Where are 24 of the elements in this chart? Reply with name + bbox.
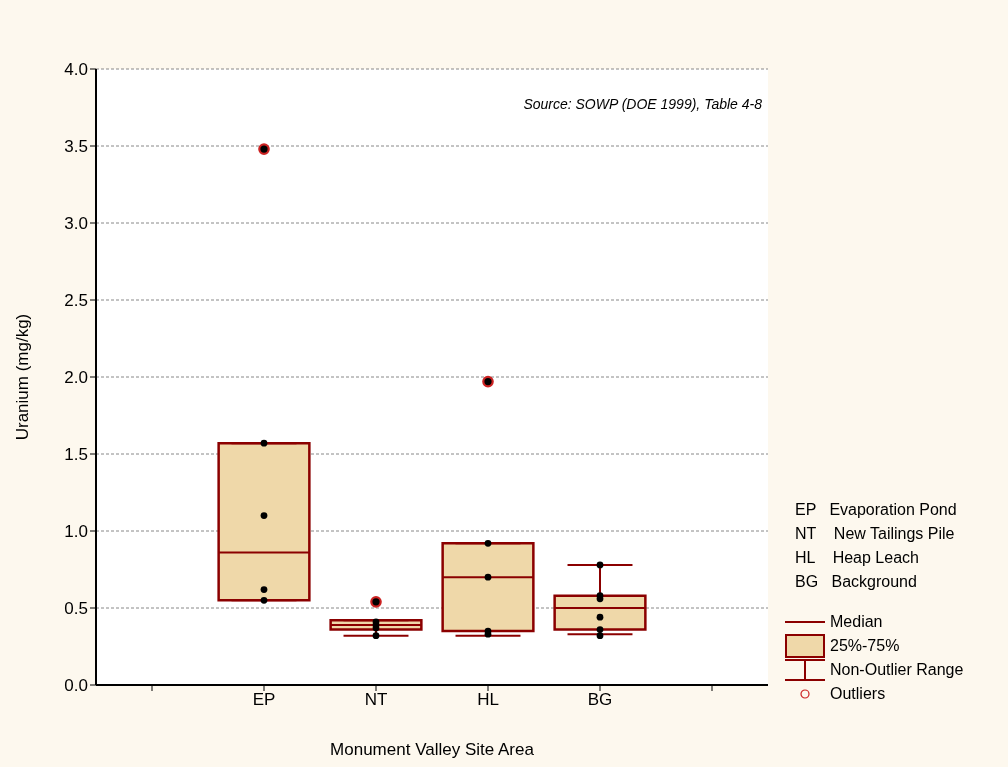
x-tick-label: NT (364, 690, 388, 710)
text: EP Evaporation Pond (794, 500, 958, 520)
x-tick-label: HL (477, 690, 499, 710)
y-tick-label: 3.0 (64, 214, 88, 234)
y-tick-label: 2.0 (64, 368, 88, 388)
y-tick-label: 0.0 (64, 676, 88, 696)
text: Median (830, 612, 883, 632)
annotation: Source: SOWP (DOE 1999), Table 4-8 (523, 96, 762, 112)
y-tick-label: 0.5 (64, 599, 88, 619)
text: NT New Tailings Pile (794, 524, 956, 544)
text: Outliers (830, 684, 886, 704)
y-tick-label: 4.0 (64, 60, 88, 80)
x-axis-title: Monument Valley Site Area (330, 740, 535, 759)
x-tick-label: BG (587, 690, 613, 710)
y-tick-label: 2.5 (64, 291, 88, 311)
x-tick-label: EP (252, 690, 276, 710)
y-tick-label: 1.0 (64, 522, 88, 542)
y-axis-title: Uranium (mg/kg) (13, 313, 33, 441)
text: HL Heap Leach (794, 548, 920, 568)
text: 25%-75% (830, 636, 900, 656)
text: Non-Outlier Range (830, 660, 964, 680)
y-tick-label: 1.5 (64, 445, 88, 465)
text: BG Background (794, 572, 918, 592)
y-tick-label: 3.5 (64, 137, 88, 157)
